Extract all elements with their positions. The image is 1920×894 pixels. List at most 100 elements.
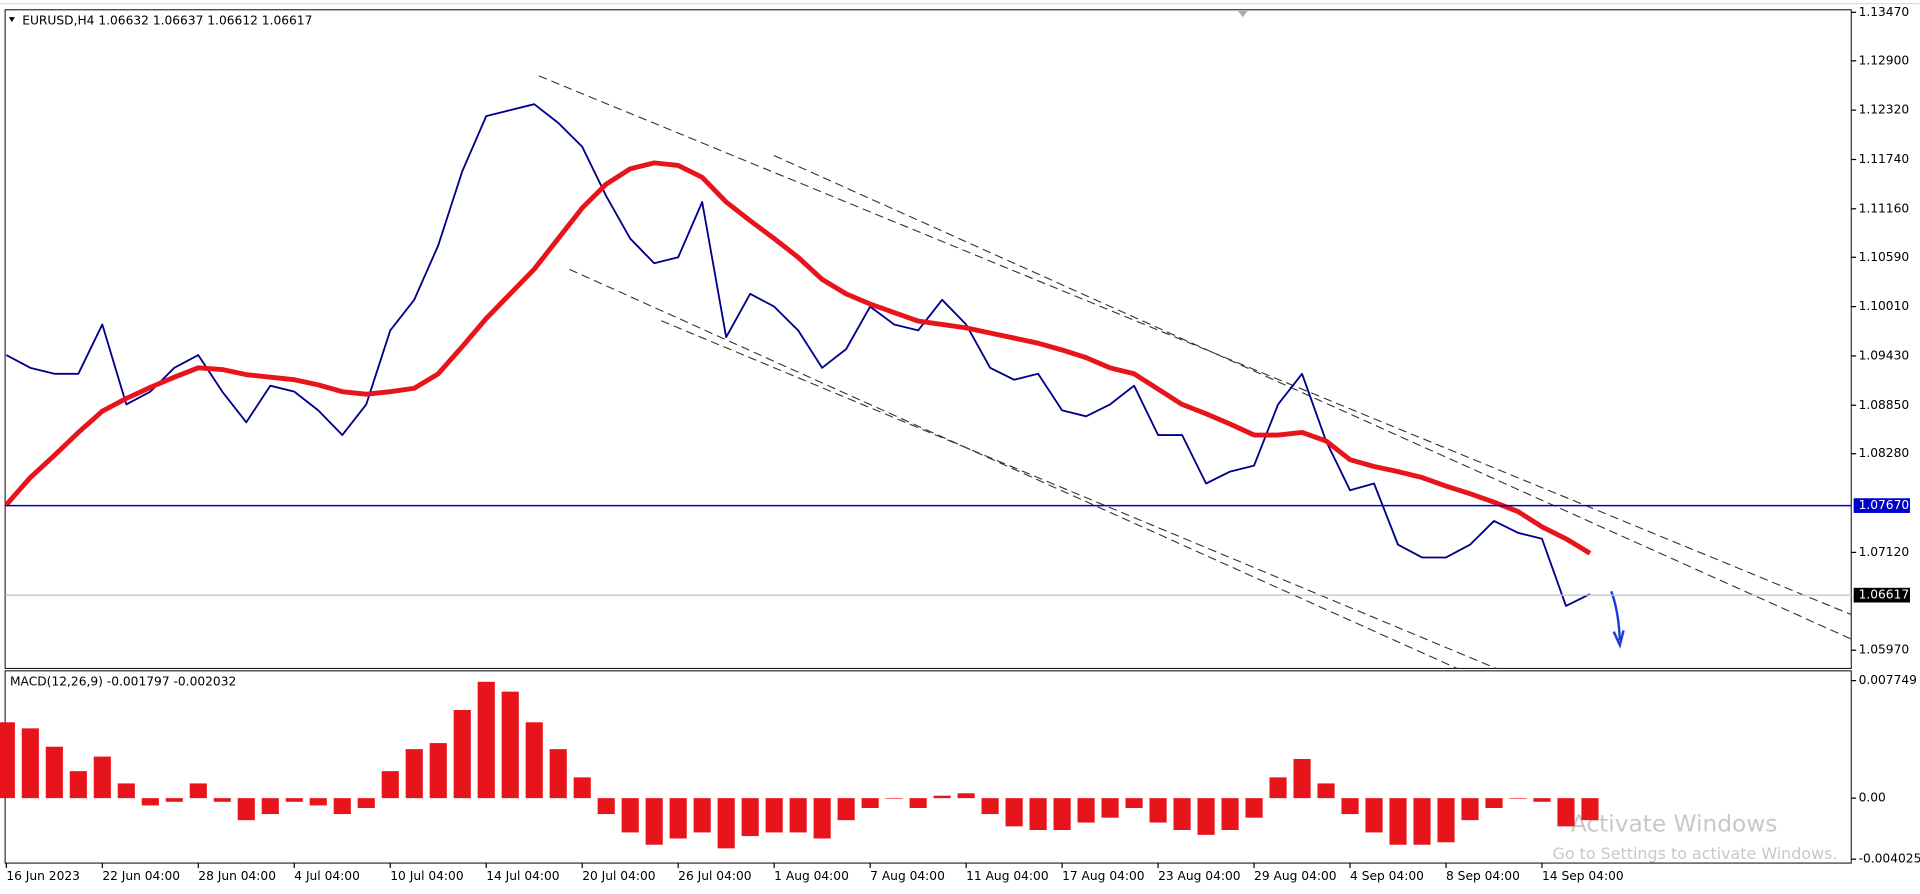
x-tick-label: 7 Aug 04:00 <box>870 869 945 883</box>
y-tick-label: 0.007749 <box>1859 673 1917 687</box>
macd-bar <box>525 722 543 799</box>
macd-bar <box>1533 798 1551 802</box>
x-tick-label: 14 Jul 04:00 <box>486 869 559 883</box>
x-tick-label: 10 Jul 04:00 <box>390 869 463 883</box>
macd-bar <box>1149 798 1167 823</box>
macd-bar <box>1269 777 1287 799</box>
macd-bar <box>1005 798 1023 827</box>
watermark-subtitle: Go to Settings to activate Windows. <box>1553 844 1838 863</box>
macd-bar <box>1173 798 1191 830</box>
macd-bar <box>1293 759 1311 799</box>
x-tick-label: 1 Aug 04:00 <box>774 869 849 883</box>
macd-bar <box>1245 798 1263 818</box>
macd-bar <box>45 746 63 799</box>
watermark-title: Activate Windows <box>1571 811 1777 838</box>
macd-bar <box>1389 798 1407 845</box>
macd-bar <box>573 777 591 799</box>
macd-bar <box>165 798 183 802</box>
y-tick-label: 1.13470 <box>1859 5 1910 19</box>
macd-bar <box>717 798 735 849</box>
macd-bar <box>261 798 279 815</box>
trend-channel <box>538 75 1852 669</box>
macd-bar <box>981 798 999 815</box>
y-tick-label: 1.09430 <box>1859 348 1910 362</box>
macd-bar <box>381 771 399 799</box>
macd-bar <box>1221 798 1239 830</box>
x-tick-label: 23 Aug 04:00 <box>1158 869 1241 883</box>
macd-bar <box>309 798 327 806</box>
y-tick-label: 1.11740 <box>1859 152 1910 166</box>
macd-bar <box>933 795 951 799</box>
y-tick-label: 1.11160 <box>1859 201 1910 215</box>
y-tick-label: 1.12900 <box>1859 53 1910 67</box>
y-tick-label: 1.08280 <box>1859 446 1910 460</box>
moving-average <box>4 160 1592 556</box>
x-tick-label: 20 Jul 04:00 <box>582 869 655 883</box>
macd-bar <box>0 722 15 799</box>
macd-bar <box>1365 798 1383 833</box>
macd-bar <box>669 798 687 839</box>
macd-bar <box>837 798 855 821</box>
macd-bar <box>1581 798 1599 821</box>
price-label-box <box>1853 587 1910 603</box>
x-tick-label: 17 Aug 04:00 <box>1062 869 1145 883</box>
macd-bar <box>1053 798 1071 830</box>
macd-bar <box>957 793 975 799</box>
macd-title: MACD(12,26,9) -0.001797 -0.002032 <box>10 674 236 688</box>
price-label: 1.06617 <box>1859 588 1910 602</box>
y-tick-label: 1.08850 <box>1859 398 1910 412</box>
macd-bar <box>693 798 711 833</box>
macd-bar <box>69 771 87 799</box>
macd-bar <box>453 710 471 799</box>
y-tick-label: 1.10590 <box>1859 250 1910 264</box>
channel-line <box>538 75 1852 616</box>
main-panel <box>4 9 1852 669</box>
macd-bar <box>1461 798 1479 821</box>
macd-bar <box>213 798 231 802</box>
macd-bar <box>285 798 303 802</box>
channel-line <box>773 154 1852 640</box>
macd-bar <box>789 798 807 833</box>
channel-line <box>569 268 1458 669</box>
y-tick-label: 1.10010 <box>1859 299 1910 313</box>
x-tick-label: 14 Sep 04:00 <box>1542 869 1624 883</box>
macd-bar <box>1197 798 1215 835</box>
macd-bar <box>621 798 639 833</box>
macd-bar <box>1125 798 1143 809</box>
y-tick-label: 1.12320 <box>1859 103 1910 117</box>
x-tick-label: 8 Sep 04:00 <box>1446 869 1520 883</box>
x-tick-label: 26 Jul 04:00 <box>678 869 751 883</box>
macd-bar <box>405 749 423 799</box>
macd-bar <box>429 743 447 799</box>
x-tick-label: 29 Aug 04:00 <box>1254 869 1337 883</box>
macd-bar <box>477 681 495 799</box>
macd-bar <box>1077 798 1095 823</box>
y-tick-label: 1.05970 <box>1859 643 1910 657</box>
macd-bar <box>549 749 567 799</box>
macd-bar <box>645 798 663 845</box>
level-label: 1.07670 <box>1859 498 1910 512</box>
macd-bar <box>357 798 375 809</box>
macd-bar <box>117 783 135 799</box>
x-tick-label: 28 Jun 04:00 <box>198 869 276 883</box>
macd-bar <box>1485 798 1503 809</box>
macd-bar <box>909 798 927 809</box>
macd-bar <box>1557 798 1575 827</box>
macd-bar <box>741 798 759 837</box>
macd-bar <box>333 798 351 815</box>
macd-bar <box>813 798 831 839</box>
macd-bar <box>1437 798 1455 843</box>
x-tick-label: 22 Jun 04:00 <box>102 869 180 883</box>
channel-line <box>661 320 1497 669</box>
macd-bar <box>501 691 519 799</box>
shift-marker <box>1237 11 1248 18</box>
x-tick-label: 11 Aug 04:00 <box>966 869 1048 883</box>
y-tick-label: 1.07120 <box>1859 545 1910 559</box>
macd-bar <box>189 783 207 799</box>
macd-bar <box>885 798 903 799</box>
chart-title: EURUSD,H4 1.06632 1.06637 1.06612 1.0661… <box>22 13 312 27</box>
y-tick-label: 0.00 <box>1859 791 1886 805</box>
x-tick-label: 4 Sep 04:00 <box>1350 869 1424 883</box>
macd-bar <box>141 798 159 806</box>
